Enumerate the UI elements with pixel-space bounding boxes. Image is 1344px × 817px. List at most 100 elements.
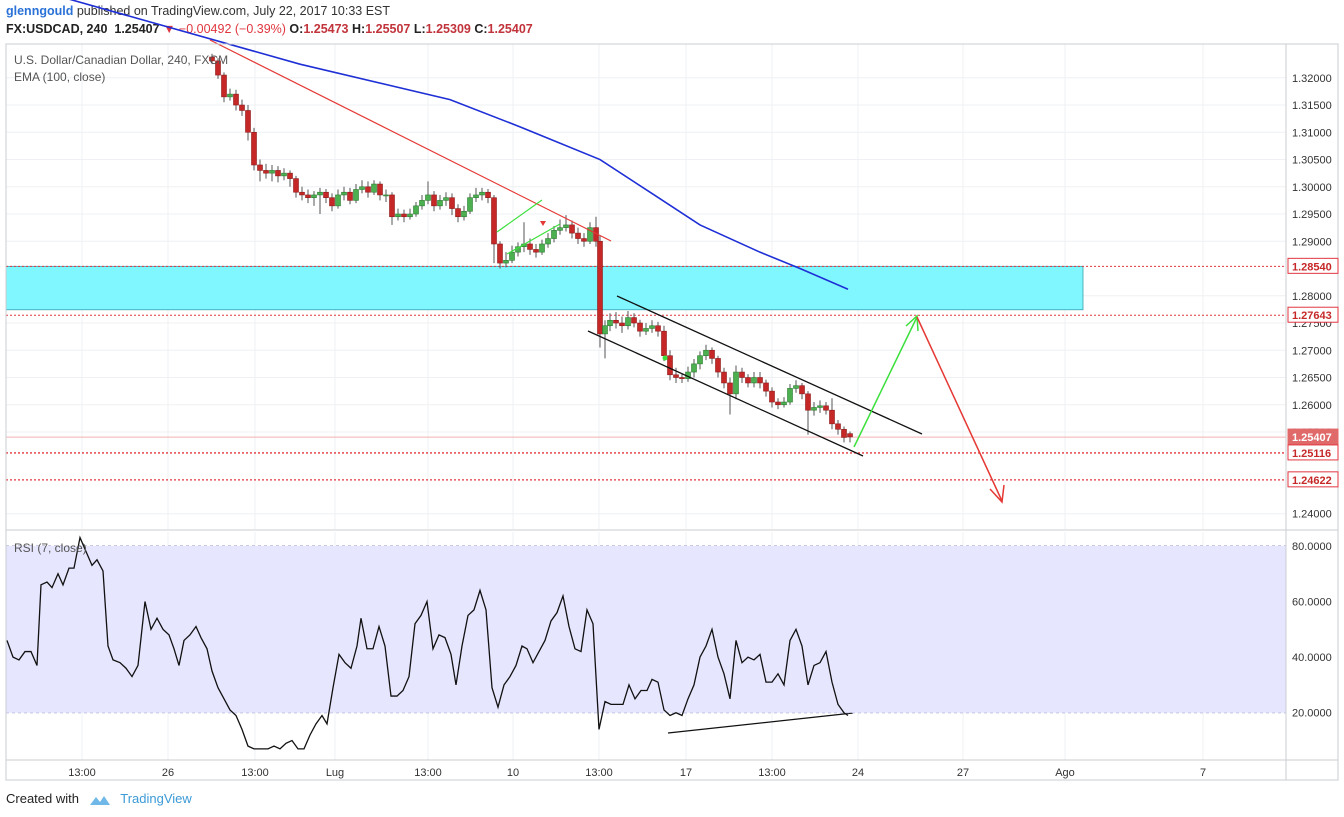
candle-down <box>739 371 745 378</box>
flag-line <box>506 223 561 255</box>
candle-up <box>371 183 377 193</box>
flag-line <box>496 199 543 233</box>
time-tick-label: 13:00 <box>414 767 442 779</box>
signal-marker <box>540 221 546 226</box>
candle-up <box>787 388 793 403</box>
symbol-legend[interactable]: U.S. Dollar/Canadian Dollar, 240, FXCM <box>14 53 229 67</box>
candle-down <box>823 405 829 411</box>
candle-down <box>401 213 407 218</box>
close-label: C: <box>474 22 488 36</box>
candle-up <box>817 405 823 408</box>
candle-up <box>793 385 799 389</box>
candle-down <box>365 186 371 193</box>
candle-up <box>419 200 425 207</box>
rsi-legend[interactable]: RSI (7, close) <box>14 541 87 555</box>
price-label-text: 1.25116 <box>1292 448 1331 460</box>
candle-down <box>835 423 841 430</box>
candle-down <box>721 371 727 384</box>
candle-down <box>667 355 673 376</box>
outer-frame <box>5 43 1339 781</box>
candle-up <box>227 93 233 98</box>
candle-up <box>269 170 275 174</box>
rsi-axis[interactable]: 80.0000 60.0000 40.0000 20.0000 <box>1292 541 1332 720</box>
price-label-box <box>1287 471 1339 488</box>
candle-up <box>509 251 515 261</box>
candle-down <box>257 164 263 171</box>
price-label-text: 1.25407 <box>1292 432 1332 444</box>
price-label-box <box>1287 444 1339 461</box>
down-arrow-icon: ▼ <box>163 22 176 36</box>
candle-up <box>359 186 365 190</box>
candle-down <box>431 194 437 207</box>
signal-marker <box>662 355 668 361</box>
candle-down <box>533 249 539 253</box>
candle-down <box>575 232 581 239</box>
candle-down <box>799 385 805 395</box>
symbol-bar: FX:USDCAD, 240 1.25407 ▼ −0.00492 (−0.39… <box>6 22 533 36</box>
candle-down <box>527 243 533 250</box>
candle-up <box>467 197 473 212</box>
rsi-tick-label: 20.0000 <box>1292 708 1332 720</box>
price-tick-label: 1.29500 <box>1292 209 1332 221</box>
candle-up <box>563 224 569 228</box>
candle-up <box>733 371 739 395</box>
candle-down <box>221 74 227 98</box>
price-tick-label: 1.29000 <box>1292 236 1332 248</box>
candle-up <box>425 194 431 201</box>
ema-legend[interactable]: EMA (100, close) <box>14 70 106 84</box>
open-value: 1.25473 <box>303 22 349 36</box>
candle-up <box>691 363 697 373</box>
candle-up <box>503 260 509 264</box>
candle-down <box>491 197 497 245</box>
candle-down <box>745 377 751 384</box>
low-label: L: <box>413 22 426 36</box>
candle-up <box>473 194 479 198</box>
candle-down <box>597 240 603 335</box>
created-with-label: Created with <box>6 791 79 806</box>
candle-up <box>443 197 449 201</box>
open-label: O: <box>289 22 304 36</box>
candle-down <box>569 224 575 234</box>
ema-line <box>69 0 849 290</box>
time-axis[interactable]: 13:00 26 13:00 Lug 13:00 10 13:00 17 13:00 24 27 Ag… <box>68 767 1206 779</box>
time-tick-label: 26 <box>162 767 174 779</box>
last-price: 1.25407 <box>114 22 160 36</box>
candle-up <box>811 407 817 411</box>
candle-down <box>727 382 733 395</box>
candle-down <box>769 390 775 403</box>
candle-down <box>389 194 395 218</box>
candle-up <box>625 317 631 327</box>
candle-up <box>317 191 323 196</box>
rsi-band <box>6 545 1286 713</box>
bearish-arrow <box>916 316 1003 502</box>
symbol-ticker[interactable]: FX:USDCAD, 240 <box>6 22 108 36</box>
rsi-tick-label: 60.0000 <box>1292 597 1332 609</box>
price-tick-label: 1.31500 <box>1292 100 1332 112</box>
high-label: H: <box>351 22 366 36</box>
candle-down <box>619 322 625 327</box>
time-tick-label: 24 <box>852 767 864 779</box>
candle-down <box>455 208 461 218</box>
candle-down <box>239 104 245 111</box>
candle-down <box>275 170 281 177</box>
candle-down <box>763 382 769 392</box>
candle-down <box>299 191 305 196</box>
price-tick-label: 1.30000 <box>1292 182 1332 194</box>
candle-up <box>539 243 545 253</box>
panel-frame <box>5 43 1339 781</box>
candle-down <box>497 243 503 264</box>
footer: Created with TradingView <box>6 791 192 806</box>
price-label-box <box>1287 257 1339 274</box>
author-link[interactable]: glenngould <box>6 4 74 18</box>
candle-up <box>281 172 287 177</box>
publish-text: published on TradingView.com, July 22, 2… <box>76 4 391 18</box>
price-tick-label: 1.26000 <box>1292 400 1332 412</box>
candle-down <box>245 110 251 133</box>
candle-up <box>353 189 359 201</box>
tradingview-brand[interactable]: TradingView <box>120 791 192 806</box>
price-tick-label: 1.31000 <box>1292 127 1332 139</box>
candle-down <box>673 374 679 378</box>
candle-up <box>479 191 485 196</box>
time-tick-label: Lug <box>326 767 344 779</box>
